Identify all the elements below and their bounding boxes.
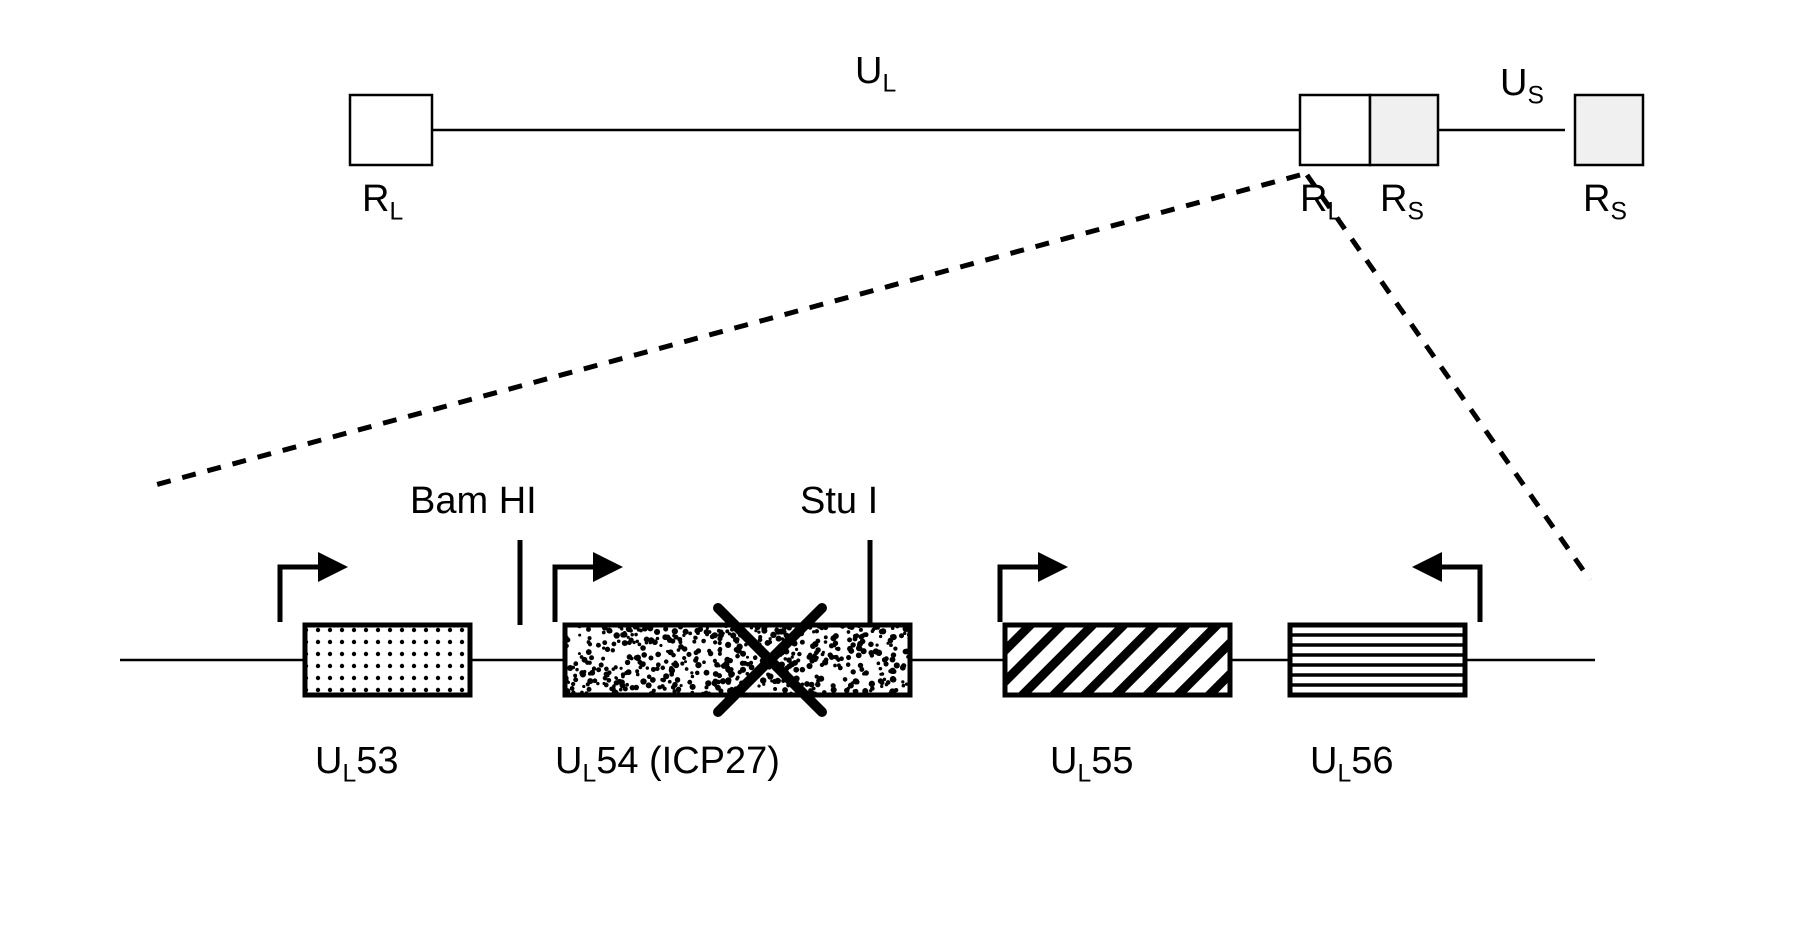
genome-box-RS_inner bbox=[1370, 95, 1438, 165]
zoom-line-left bbox=[155, 175, 1300, 485]
label-UL56: UL56 bbox=[1310, 740, 1393, 789]
promoter-arrow bbox=[280, 567, 342, 622]
label-US-region: US bbox=[1500, 62, 1544, 111]
promoter-arrow bbox=[1000, 567, 1062, 622]
gene-box-UL53 bbox=[305, 625, 470, 695]
promoter-arrow bbox=[555, 567, 617, 622]
gene-box-UL55 bbox=[1005, 625, 1230, 695]
zoom-line-right bbox=[1307, 175, 1590, 580]
label-StuI: Stu I bbox=[800, 480, 878, 523]
label-UL53: UL53 bbox=[315, 740, 398, 789]
label-BamHI: Bam HI bbox=[410, 480, 537, 523]
label-RS-right: RS bbox=[1583, 178, 1627, 227]
label-UL54: UL54 (ICP27) bbox=[555, 740, 780, 789]
diagram-svg bbox=[0, 0, 1804, 947]
genome-box-RL_right bbox=[1300, 95, 1370, 165]
gene-box-UL56 bbox=[1290, 625, 1465, 695]
label-RL-right: RL bbox=[1300, 178, 1341, 227]
label-UL-region: UL bbox=[855, 50, 896, 99]
label-RS-inner: RS bbox=[1380, 178, 1424, 227]
label-RL-left: RL bbox=[362, 178, 403, 227]
genome-box-RL_left bbox=[350, 95, 432, 165]
promoter-arrow bbox=[1418, 567, 1480, 622]
genome-box-RS_right bbox=[1575, 95, 1643, 165]
label-UL55: UL55 bbox=[1050, 740, 1133, 789]
genome-diagram: UL US RL RL RS RS Bam HI Stu I UL53 UL54… bbox=[0, 0, 1804, 947]
